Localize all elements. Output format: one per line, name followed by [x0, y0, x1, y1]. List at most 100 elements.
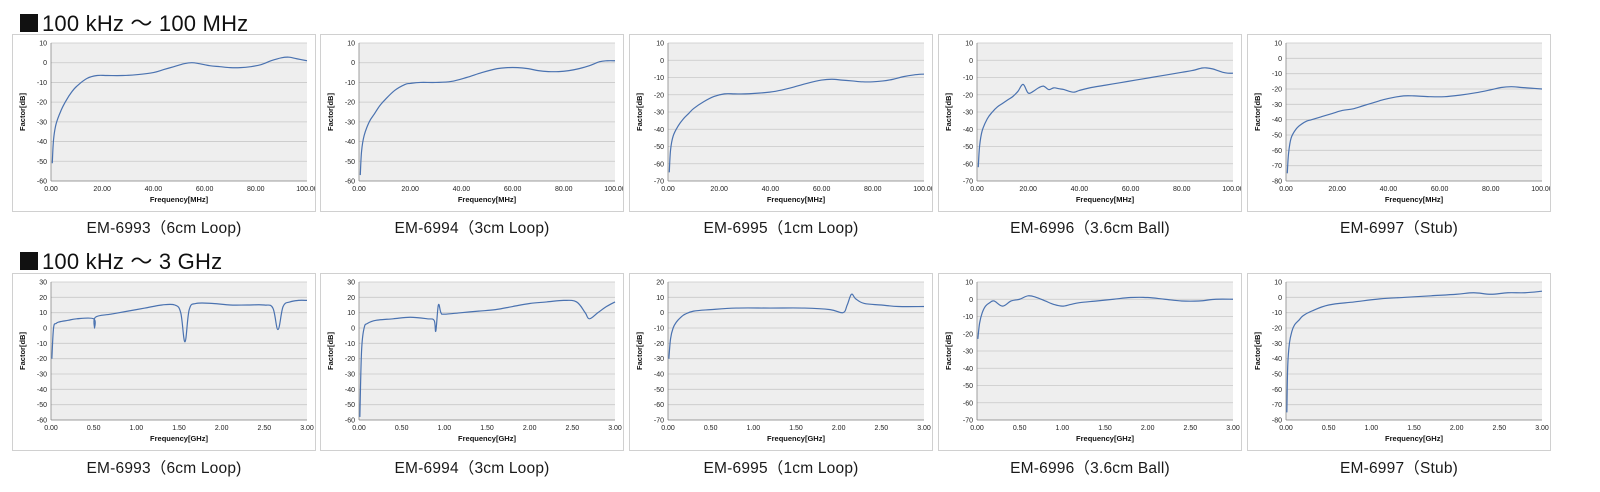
x-axis-label: Frequency[MHz]	[150, 195, 209, 204]
square-bullet-icon	[20, 14, 38, 32]
y-tick-label: -20	[345, 100, 355, 107]
chart-panel: 20 10 0 -10 -20 -30 -40 -50 -60 -70 0.00 0.50 1.00 1.…	[629, 273, 933, 451]
y-tick-label: -20	[345, 356, 355, 363]
y-tick-label: 10	[1274, 41, 1282, 48]
x-tick-label: 2.00	[1141, 425, 1155, 432]
x-tick-label: 100.00	[1531, 186, 1550, 193]
y-axis-label: Factor[dB]	[635, 93, 644, 131]
y-tick-label: -70	[963, 418, 973, 425]
x-tick-label: 0.50	[1013, 425, 1027, 432]
y-tick-label: -60	[37, 179, 47, 186]
y-tick-label: -40	[37, 387, 47, 394]
series-line	[668, 73, 925, 173]
y-tick-label: 10	[39, 310, 47, 317]
x-axis-label: Frequency[GHz]	[767, 434, 825, 443]
x-tick-label: 0.00	[1279, 186, 1293, 193]
y-tick-label: -50	[654, 387, 664, 394]
chart-caption: EM-6994（3cm Loop)	[394, 460, 550, 477]
x-tick-label: 80.00	[864, 186, 882, 193]
x-tick-label: 3.00	[1535, 425, 1549, 432]
chart-caption: EM-6996（3.6cm Ball)	[1010, 220, 1170, 237]
y-tick-label: -10	[1272, 310, 1282, 317]
x-tick-label: 3.00	[1226, 425, 1240, 432]
x-tick-label: 0.00	[352, 186, 366, 193]
y-tick-label: 10	[656, 41, 664, 48]
x-tick-label: 0.50	[704, 425, 718, 432]
y-axis-label: Factor[dB]	[1253, 93, 1262, 131]
section-title-text: 100 kHz ～ 100 MHz	[42, 11, 249, 36]
chart-panel: 10 0 -10 -20 -30 -40 -50 -60 -70 0.00 20.00 40.00 60…	[629, 34, 933, 212]
series-line	[359, 299, 616, 417]
y-tick-label: 0	[660, 310, 664, 317]
chart-panel: 10 0 -10 -20 -30 -40 -50 -60 -70 0.00 20.00 40.00 60…	[938, 34, 1242, 212]
y-tick-label: -10	[345, 341, 355, 348]
chart-svg: 20 10 0 -10 -20 -30 -40 -50 -60 -700.00 0.50 1.00 1.…	[635, 280, 931, 444]
y-tick-label: 0	[1278, 56, 1282, 63]
x-tick-label: 0.00	[44, 425, 58, 432]
y-tick-label: -70	[654, 179, 664, 186]
x-tick-label: 0.50	[1322, 425, 1336, 432]
chart-svg: 10 0 -10 -20 -30 -40 -50 -600.00 20.00 40.00 60.00…	[18, 41, 315, 205]
y-tick-label: 10	[39, 41, 47, 48]
y-tick-label: -10	[654, 75, 664, 82]
x-tick-label: 80.00	[1173, 186, 1191, 193]
series-line	[1286, 290, 1543, 413]
x-axis-label: Frequency[GHz]	[458, 434, 516, 443]
x-tick-label: 1.00	[130, 425, 144, 432]
x-tick-label: 40.00	[762, 186, 780, 193]
y-tick-label: 20	[656, 280, 664, 287]
y-tick-label: -40	[963, 127, 973, 134]
chart-caption: EM-6996（3.6cm Ball)	[1010, 460, 1170, 477]
x-tick-label: 20.00	[1019, 186, 1037, 193]
chart-panel: 30 20 10 0 -10 -20 -30 -40 -50 -60 0.00 0.50 1.00 1.5…	[12, 273, 316, 451]
section-title-text: 100 kHz ～ 3 GHz	[42, 249, 223, 274]
x-tick-label: 20.00	[93, 186, 111, 193]
x-tick-label: 60.00	[1122, 186, 1140, 193]
y-tick-label: 10	[965, 41, 973, 48]
y-tick-label: -50	[1272, 372, 1282, 379]
y-tick-label: -10	[654, 326, 664, 333]
y-tick-label: 0	[43, 60, 47, 67]
chart-panel: 10 0 -10 -20 -30 -40 -50 -60 0.00 20.00 40.00 60.00…	[320, 34, 624, 212]
y-tick-label: -20	[1272, 87, 1282, 94]
chart-caption: EM-6997（Stub)	[1339, 220, 1459, 237]
x-tick-label: 80.00	[247, 186, 265, 193]
y-tick-label: 0	[351, 60, 355, 67]
x-tick-label: 1.00	[438, 425, 452, 432]
x-tick-label: 2.00	[1450, 425, 1464, 432]
y-tick-label: -10	[1272, 71, 1282, 78]
x-tick-label: 0.00	[661, 186, 675, 193]
x-axis-label: Frequency[MHz]	[458, 195, 517, 204]
y-tick-label: -30	[963, 349, 973, 356]
y-tick-label: -60	[37, 418, 47, 425]
y-tick-label: -20	[963, 92, 973, 99]
x-tick-label: 1.50	[1098, 425, 1112, 432]
plot-area	[1286, 43, 1542, 181]
x-tick-label: 100.00	[296, 186, 315, 193]
y-tick-label: 20	[39, 295, 47, 302]
y-tick-label: -50	[654, 144, 664, 151]
y-tick-label: 0	[43, 326, 47, 333]
y-tick-label: -40	[345, 139, 355, 146]
chart-caption: EM-6994（3cm Loop)	[394, 220, 550, 237]
x-tick-label: 20.00	[401, 186, 419, 193]
y-axis-label: Factor[dB]	[944, 93, 953, 131]
y-tick-label: -70	[654, 418, 664, 425]
x-tick-label: 2.50	[875, 425, 889, 432]
y-tick-label: -40	[654, 372, 664, 379]
x-tick-label: 0.00	[970, 425, 984, 432]
x-tick-label: 0.00	[661, 425, 675, 432]
y-tick-label: -50	[37, 159, 47, 166]
x-tick-label: 60.00	[504, 186, 522, 193]
y-tick-label: -40	[1272, 356, 1282, 363]
x-tick-label: 1.50	[1407, 425, 1421, 432]
y-axis-label: Factor[dB]	[326, 93, 335, 131]
x-tick-label: 2.00	[215, 425, 229, 432]
chart-caption: EM-6995（1cm Loop)	[703, 220, 859, 237]
chart-caption: EM-6997（Stub)	[1339, 460, 1459, 477]
x-tick-label: 1.00	[747, 425, 761, 432]
y-tick-label: -50	[963, 144, 973, 151]
y-tick-label: 10	[347, 310, 355, 317]
y-tick-label: 30	[39, 280, 47, 287]
y-tick-label: -40	[963, 366, 973, 373]
